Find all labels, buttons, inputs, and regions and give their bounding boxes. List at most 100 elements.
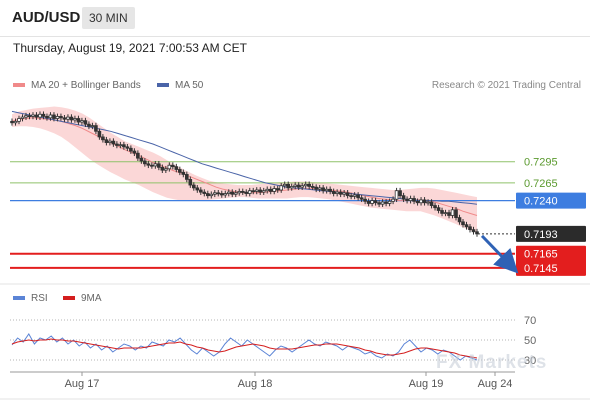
candle-body [146, 163, 151, 166]
timeframe-badge[interactable]: 30 MIN [82, 7, 135, 29]
candle-body [104, 139, 109, 143]
x-tick-label: Aug 17 [65, 378, 100, 390]
legend-ma50-label: MA 50 [175, 80, 204, 91]
candle-body [251, 190, 256, 193]
rsi-line [11, 333, 478, 361]
candle-body [272, 188, 277, 192]
candle-body [282, 183, 287, 187]
symbol-title: AUD/USD [12, 9, 81, 26]
candle-body [233, 192, 238, 195]
rsi-tick-70: 70 [524, 315, 536, 327]
candle-body [258, 189, 263, 193]
rsi-layer: 30 50 70 [10, 315, 536, 367]
candle-body [436, 207, 441, 211]
candle-body [335, 191, 339, 194]
candle-body [303, 183, 308, 187]
candle-body [174, 166, 179, 170]
candle-body [164, 168, 168, 171]
level-label-0.7295: 0.7295 [524, 157, 558, 169]
candle-body [80, 120, 84, 123]
candle-body [188, 178, 193, 186]
rsi-swatch-icon [13, 296, 25, 301]
support-tag-label-0.7165: 0.7165 [524, 249, 558, 261]
x-tick-label: Aug 18 [238, 378, 273, 390]
candle-body [363, 198, 367, 202]
candle-body [261, 190, 266, 193]
candle-body [178, 169, 182, 173]
candle-body [94, 125, 98, 132]
candle-body [87, 123, 91, 127]
candle-body [405, 198, 409, 202]
candle-body [237, 191, 242, 194]
candle-body [202, 191, 207, 194]
candle-body [265, 188, 270, 192]
candle-body [185, 174, 189, 180]
legend-rsi-ma-label: 9MA [81, 293, 102, 304]
candle-body [108, 140, 112, 143]
x-tick-label: Aug 24 [478, 378, 513, 390]
x-tick-label: Aug 19 [409, 378, 444, 390]
candle-body [41, 113, 46, 117]
candle-body [24, 115, 28, 118]
pivot-tag-label: 0.7240 [524, 196, 558, 208]
candle-body [223, 193, 228, 196]
level-label-0.7265: 0.7265 [524, 178, 558, 190]
candle-body [324, 188, 329, 192]
candle-body [380, 201, 385, 205]
candle-body [401, 195, 406, 200]
rsi-tick-30: 30 [524, 355, 536, 367]
candle-body [216, 192, 221, 195]
candle-body [310, 186, 315, 188]
candle-body [198, 189, 203, 193]
candle-body [209, 193, 214, 197]
candle-body [13, 120, 18, 124]
candle-body [300, 185, 304, 188]
candle-body [307, 183, 311, 187]
candle-body [457, 217, 462, 223]
candle-body [370, 200, 374, 204]
candle-body [408, 198, 413, 202]
candle-body [111, 140, 116, 145]
datetime-label: Thursday, August 19, 2021 7:00:53 AM CET [13, 41, 247, 55]
candle-body [352, 194, 357, 197]
candle-body [377, 202, 381, 205]
candle-body [97, 130, 102, 138]
candle-body [468, 226, 472, 231]
candle-body [240, 191, 245, 193]
last-price-tag-bg [516, 225, 586, 242]
candle-body [167, 164, 172, 170]
candle-body [314, 186, 318, 190]
candle-body [296, 184, 301, 188]
header-bar: AUD/USD 30 MIN [0, 0, 590, 37]
candle-body [101, 136, 105, 141]
watermark: FX Markets [436, 352, 548, 373]
candle-body [464, 224, 469, 228]
candle-body [181, 171, 186, 175]
candle-body [244, 191, 249, 194]
candle-body [195, 187, 200, 191]
candle-body [76, 118, 81, 123]
candle-body [62, 117, 67, 120]
candle-body [356, 194, 360, 199]
candle-body [115, 143, 119, 146]
candle-body [143, 160, 147, 165]
candle-body [31, 114, 35, 117]
price-tags-layer: 0.7295 0.7265 0.7240 0.7193 0.7165 0.7145 [480, 157, 586, 276]
candle-body [338, 191, 343, 195]
candle-body [461, 221, 465, 226]
candle-body [27, 115, 32, 118]
candle-body [150, 164, 154, 167]
copyright-label: Research © 2021 Trading Central [431, 80, 581, 91]
candle-body [443, 212, 448, 215]
bollinger-band-layer [12, 106, 477, 234]
ma20-swatch-icon [13, 83, 25, 88]
candle-body [45, 116, 49, 119]
legend-ma20: MA 20 + Bollinger Bands [13, 80, 141, 92]
candle-body [331, 191, 336, 194]
candle-body [450, 209, 455, 216]
legend-rsi-label: RSI [31, 293, 48, 304]
candle-body [52, 114, 56, 119]
x-axis: Aug 17 Aug 18 Aug 19 Aug 24 [10, 371, 515, 390]
candle-body [440, 210, 444, 214]
